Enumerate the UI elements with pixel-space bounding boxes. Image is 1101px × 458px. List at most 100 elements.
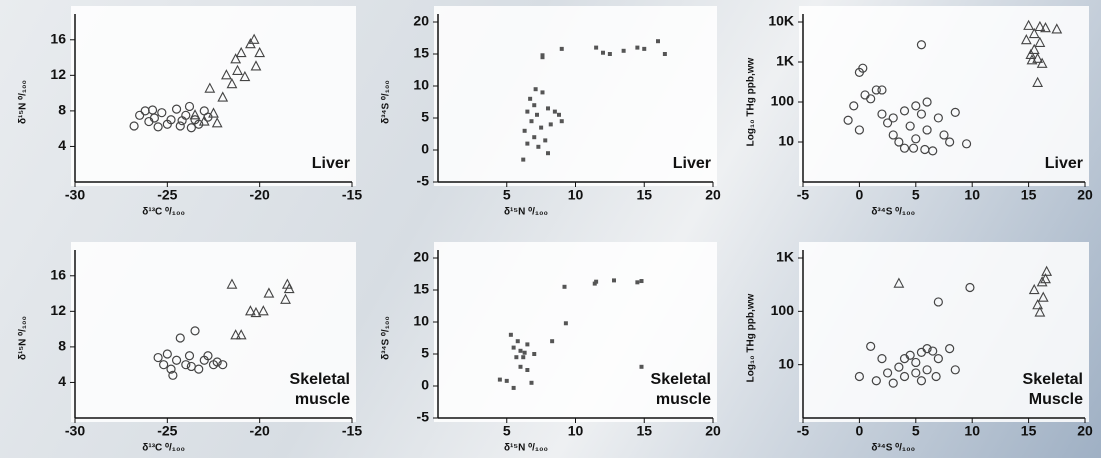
x-axis-label: δ¹⁵N ⁰/₁₀₀ bbox=[504, 207, 548, 218]
point bbox=[497, 377, 502, 382]
point bbox=[1041, 265, 1053, 276]
point bbox=[283, 282, 295, 294]
point bbox=[922, 125, 932, 135]
point bbox=[166, 115, 176, 125]
point bbox=[894, 362, 904, 372]
point bbox=[916, 376, 927, 386]
y-tick-label: 1K bbox=[776, 53, 794, 69]
point bbox=[866, 341, 876, 352]
x-tick-label: 5 bbox=[503, 187, 511, 203]
point bbox=[230, 329, 242, 340]
y-tick-label: -5 bbox=[417, 173, 430, 189]
point bbox=[1034, 306, 1046, 317]
annotation: Skeletal muscle bbox=[650, 371, 711, 408]
point bbox=[594, 45, 599, 50]
point bbox=[511, 385, 516, 390]
point bbox=[212, 357, 222, 367]
point bbox=[888, 113, 898, 123]
x-tick-label: 5 bbox=[912, 187, 920, 203]
point bbox=[893, 277, 905, 288]
point bbox=[522, 128, 527, 133]
point bbox=[522, 350, 527, 355]
x-tick-label: 0 bbox=[856, 423, 864, 439]
x-tick-label: 15 bbox=[636, 423, 652, 439]
point bbox=[529, 119, 534, 124]
point bbox=[250, 60, 262, 71]
x-tick-label: 10 bbox=[568, 187, 584, 203]
point bbox=[171, 355, 182, 365]
point bbox=[1028, 43, 1040, 55]
point bbox=[189, 109, 201, 120]
x-tick-label: -30 bbox=[65, 423, 85, 439]
y-tick-label: 5 bbox=[421, 109, 429, 125]
y-tick-label: 0 bbox=[421, 377, 429, 393]
y-axis-label: δ³⁴S ⁰/₁₀₀ bbox=[381, 80, 392, 124]
y-tick-label: 20 bbox=[413, 13, 429, 29]
point bbox=[877, 109, 887, 119]
point bbox=[515, 339, 520, 344]
y-tick-label: 5 bbox=[421, 345, 429, 361]
point bbox=[911, 357, 921, 368]
y-axis-label: δ¹⁵N ⁰/₁₀₀ bbox=[18, 80, 29, 124]
point bbox=[656, 39, 660, 44]
point bbox=[882, 368, 893, 378]
point bbox=[235, 46, 247, 58]
x-tick-label: 20 bbox=[705, 423, 721, 439]
point bbox=[217, 91, 229, 102]
point bbox=[882, 118, 893, 128]
y-axis-label: Log₁₀ THg ppb,ww bbox=[746, 57, 757, 146]
point bbox=[257, 305, 269, 316]
x-tick-label: 15 bbox=[1021, 423, 1037, 439]
y-tick-label: 16 bbox=[50, 30, 66, 46]
point bbox=[939, 130, 949, 140]
point bbox=[539, 125, 544, 130]
x-tick-label: 10 bbox=[964, 423, 980, 439]
x-tick-label: 5 bbox=[503, 423, 511, 439]
y-tick-label: 100 bbox=[771, 302, 795, 318]
point bbox=[230, 53, 242, 64]
point bbox=[504, 378, 509, 383]
point bbox=[525, 368, 530, 372]
annotation: Liver bbox=[1044, 155, 1083, 172]
x-tick-label: -15 bbox=[342, 187, 362, 203]
plot-background bbox=[799, 242, 1089, 422]
point bbox=[525, 109, 530, 114]
point bbox=[559, 46, 564, 51]
y-axis-label: δ¹⁵N ⁰/₁₀₀ bbox=[18, 316, 29, 360]
plot-background bbox=[71, 242, 356, 422]
point bbox=[218, 360, 228, 370]
point bbox=[159, 360, 169, 370]
point bbox=[1028, 283, 1040, 295]
point bbox=[945, 344, 955, 354]
x-tick-label: -5 bbox=[797, 187, 810, 203]
plot-background bbox=[71, 6, 356, 186]
point bbox=[157, 108, 167, 118]
point bbox=[239, 70, 251, 82]
x-tick-label: 15 bbox=[1021, 187, 1037, 203]
point bbox=[911, 101, 921, 111]
point bbox=[529, 380, 534, 385]
point bbox=[184, 101, 195, 112]
y-tick-label: 12 bbox=[50, 302, 66, 318]
point bbox=[922, 365, 932, 375]
point bbox=[1020, 34, 1032, 45]
point bbox=[232, 64, 243, 75]
point bbox=[175, 333, 185, 343]
point bbox=[1034, 20, 1046, 32]
point bbox=[186, 123, 196, 133]
point bbox=[248, 33, 260, 44]
point bbox=[950, 107, 960, 117]
point bbox=[601, 50, 605, 55]
point bbox=[911, 134, 921, 144]
point bbox=[635, 280, 640, 285]
point bbox=[899, 371, 910, 382]
point bbox=[920, 144, 930, 155]
point bbox=[194, 119, 204, 129]
x-tick-label: 10 bbox=[964, 187, 980, 203]
plot-background bbox=[799, 6, 1089, 186]
point bbox=[226, 278, 238, 289]
point bbox=[532, 352, 537, 356]
x-tick-label: -15 bbox=[342, 423, 362, 439]
x-tick-label: -25 bbox=[157, 187, 177, 203]
